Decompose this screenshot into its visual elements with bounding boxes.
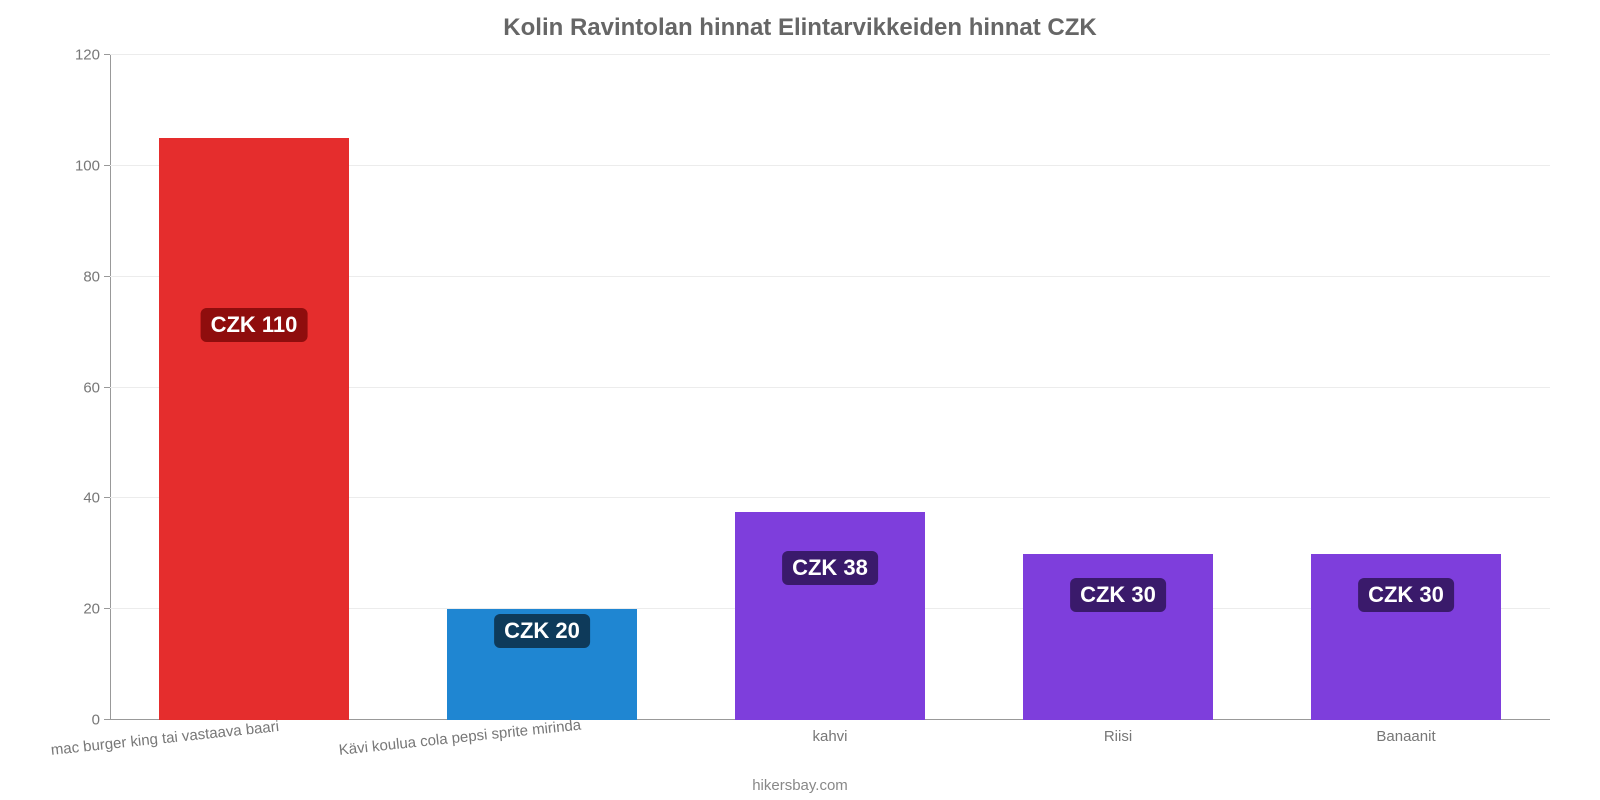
bar-value-badge: CZK 38 bbox=[782, 551, 878, 585]
y-tick-label: 80 bbox=[83, 268, 110, 285]
x-category-label: mac burger king tai vastaava baari bbox=[50, 718, 280, 759]
bar: CZK 110 bbox=[159, 138, 349, 720]
bar-value-badge: CZK 110 bbox=[201, 308, 308, 342]
attribution-text: hikersbay.com bbox=[0, 777, 1600, 794]
grid-line bbox=[110, 54, 1550, 55]
y-tick-label: 60 bbox=[83, 379, 110, 396]
plot-area: 020406080100120CZK 110mac burger king ta… bbox=[110, 55, 1550, 720]
bar: CZK 30 bbox=[1311, 554, 1501, 720]
bar-value-badge: CZK 30 bbox=[1358, 578, 1454, 612]
bar-value-badge: CZK 20 bbox=[494, 614, 590, 648]
bar: CZK 20 bbox=[447, 609, 637, 720]
x-category-label: Banaanit bbox=[1262, 728, 1550, 745]
y-tick-label: 100 bbox=[75, 157, 110, 174]
x-category-label: Kävi koulua cola pepsi sprite mirinda bbox=[338, 717, 582, 759]
x-category-label: kahvi bbox=[686, 728, 974, 745]
bar: CZK 30 bbox=[1023, 554, 1213, 720]
x-category-label: Riisi bbox=[974, 728, 1262, 745]
chart-title: Kolin Ravintolan hinnat Elintarvikkeiden… bbox=[0, 14, 1600, 42]
y-tick-label: 0 bbox=[92, 712, 110, 729]
y-tick-label: 20 bbox=[83, 601, 110, 618]
bar: CZK 38 bbox=[735, 512, 925, 720]
chart-container: Kolin Ravintolan hinnat Elintarvikkeiden… bbox=[0, 0, 1600, 800]
y-tick-label: 120 bbox=[75, 47, 110, 64]
y-tick-label: 40 bbox=[83, 490, 110, 507]
bar-value-badge: CZK 30 bbox=[1070, 578, 1166, 612]
y-axis-line bbox=[110, 55, 111, 720]
